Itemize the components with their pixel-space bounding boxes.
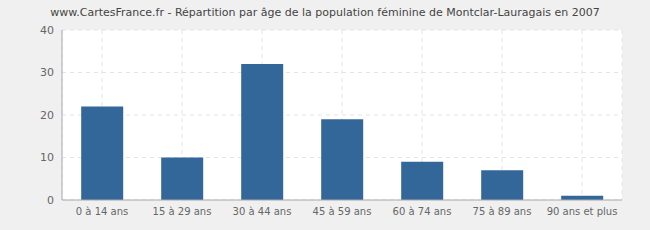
svg-text:90 ans et plus: 90 ans et plus bbox=[547, 206, 618, 217]
svg-text:40: 40 bbox=[40, 24, 54, 37]
svg-text:45 à 59 ans: 45 à 59 ans bbox=[313, 206, 372, 217]
svg-text:30: 30 bbox=[40, 66, 54, 79]
svg-text:75 à 89 ans: 75 à 89 ans bbox=[473, 206, 532, 217]
svg-text:60 à 74 ans: 60 à 74 ans bbox=[393, 206, 452, 217]
svg-text:30 à 44 ans: 30 à 44 ans bbox=[233, 206, 292, 217]
svg-text:0: 0 bbox=[47, 194, 54, 207]
html-text:www.CartesFrance.fr - Répartit: www.CartesFrance.fr - Répartition par âg… bbox=[50, 6, 600, 19]
svg-text:15 à 29 ans: 15 à 29 ans bbox=[153, 206, 212, 217]
svg-text:20: 20 bbox=[40, 109, 54, 122]
svg-text:10: 10 bbox=[40, 151, 54, 164]
svg-text:0 à 14 ans: 0 à 14 ans bbox=[76, 206, 128, 217]
